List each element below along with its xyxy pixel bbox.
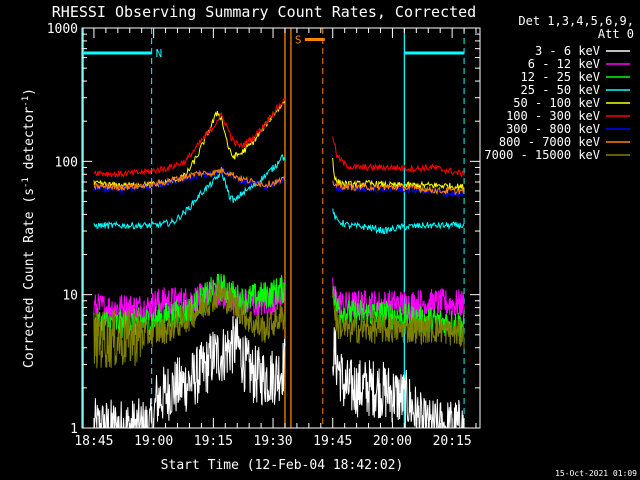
legend-item-label: 3 - 6 keV bbox=[535, 44, 600, 58]
legend-header: Att 0 bbox=[598, 27, 634, 41]
legend-item-label: 12 - 25 keV bbox=[521, 70, 600, 84]
timestamp: 15-Oct-2021 01:09 bbox=[555, 469, 637, 478]
y-tick-label: 1 bbox=[70, 422, 78, 437]
series-7 bbox=[93, 167, 465, 196]
x-tick-label: 18:45 bbox=[74, 434, 113, 449]
y-axis-label-part: detector bbox=[22, 107, 37, 178]
series-3 bbox=[93, 154, 465, 235]
series-line bbox=[332, 180, 465, 196]
series-line bbox=[332, 136, 465, 178]
x-tick-label: 20:00 bbox=[373, 434, 412, 449]
legend-item-label: 50 - 100 keV bbox=[513, 96, 600, 110]
series-line bbox=[93, 273, 286, 339]
series-line bbox=[332, 277, 465, 320]
series-line bbox=[332, 327, 465, 429]
y-axis-label-sup: -1 bbox=[21, 177, 31, 188]
chart-title: RHESSI Observing Summary Count Rates, Co… bbox=[52, 3, 476, 21]
plot-frame bbox=[81, 27, 481, 429]
legend-item-label: 100 - 300 keV bbox=[506, 109, 600, 123]
x-tick-label: 19:30 bbox=[253, 434, 292, 449]
series-line bbox=[93, 154, 286, 230]
series-5 bbox=[93, 97, 465, 179]
series-4 bbox=[93, 101, 465, 191]
x-tick-label: 20:15 bbox=[433, 434, 472, 449]
x-tick-label: 19:45 bbox=[313, 434, 352, 449]
series-line bbox=[332, 290, 465, 350]
y-axis: 1 10 100 1000 bbox=[47, 22, 480, 437]
y-axis-label: Corrected Count Rate (s-1 detector-1) bbox=[21, 88, 37, 368]
x-axis-label: Start Time (12-Feb-04 18:42:02) bbox=[161, 458, 404, 473]
legend-item-label: 25 - 50 keV bbox=[521, 83, 600, 97]
y-tick-label: 1000 bbox=[47, 22, 78, 37]
x-axis: 18:45 19:00 19:15 19:30 19:45 20:00 20:15 bbox=[74, 28, 477, 449]
legend-item-label: 300 - 800 keV bbox=[506, 122, 600, 136]
x-tick-label: 19:00 bbox=[134, 434, 173, 449]
series-line bbox=[93, 167, 286, 192]
y-axis-label-part: ) bbox=[22, 88, 37, 96]
series-line bbox=[332, 157, 465, 191]
series-line bbox=[93, 282, 286, 369]
series-8 bbox=[93, 282, 465, 369]
legend-header: Det 1,3,4,5,6,9, bbox=[518, 14, 634, 28]
y-tick-label: 100 bbox=[55, 155, 78, 170]
y-tick-label: 10 bbox=[62, 289, 78, 304]
legend-item-label: 7000 - 15000 keV bbox=[484, 148, 600, 162]
x-tick-label: 19:15 bbox=[194, 434, 233, 449]
y-axis-label-sup: -1 bbox=[21, 96, 31, 107]
legend-item-label: 6 - 12 keV bbox=[528, 57, 600, 71]
series-line bbox=[93, 101, 286, 191]
series-line bbox=[332, 208, 465, 235]
series-line bbox=[93, 97, 286, 179]
legend-item-label: 800 - 7000 keV bbox=[499, 135, 600, 149]
saa-marker-label: S bbox=[295, 33, 302, 46]
y-axis-label-part: Corrected Count Rate (s bbox=[22, 188, 37, 368]
plot-area: NS bbox=[82, 28, 465, 430]
night-marker-label: N bbox=[156, 47, 163, 60]
